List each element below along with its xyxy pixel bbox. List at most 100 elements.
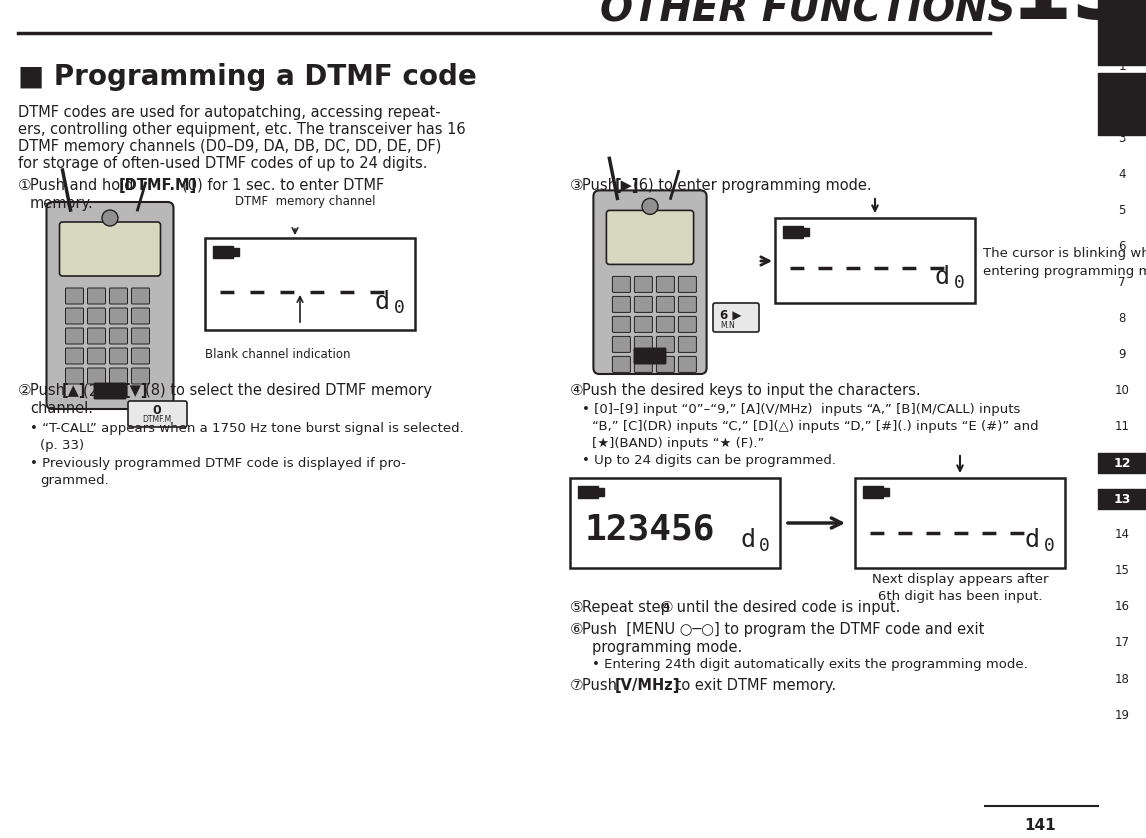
Text: ■ Programming a DTMF code: ■ Programming a DTMF code <box>18 63 477 91</box>
Text: 2: 2 <box>1118 96 1125 110</box>
Text: 141: 141 <box>1025 818 1055 833</box>
Bar <box>1098 0 1146 65</box>
Text: DTMF.M: DTMF.M <box>142 416 172 425</box>
Text: 11: 11 <box>1115 421 1130 433</box>
Bar <box>1098 489 1146 509</box>
FancyBboxPatch shape <box>110 288 127 304</box>
Text: 3: 3 <box>1118 132 1125 146</box>
FancyBboxPatch shape <box>606 210 693 265</box>
Text: entering programming mode.: entering programming mode. <box>983 265 1146 277</box>
Text: d: d <box>375 290 390 314</box>
Text: ④: ④ <box>570 383 583 398</box>
Text: 12: 12 <box>1113 457 1131 469</box>
Text: (0) for 1 sec. to enter DTMF: (0) for 1 sec. to enter DTMF <box>182 178 384 193</box>
Bar <box>783 226 803 238</box>
Text: ⑥: ⑥ <box>570 622 583 637</box>
FancyBboxPatch shape <box>128 401 187 427</box>
Text: 0: 0 <box>955 274 965 292</box>
Text: 6: 6 <box>1118 241 1125 254</box>
FancyBboxPatch shape <box>110 348 127 364</box>
FancyBboxPatch shape <box>612 356 630 372</box>
Text: 18: 18 <box>1115 673 1130 685</box>
Text: Push and hold: Push and hold <box>30 178 139 193</box>
Text: 15: 15 <box>1115 565 1130 577</box>
FancyBboxPatch shape <box>657 317 674 333</box>
Bar <box>578 486 598 498</box>
FancyBboxPatch shape <box>678 277 697 292</box>
Text: Push: Push <box>30 383 70 398</box>
Text: ⑤: ⑤ <box>570 600 583 615</box>
Text: ③: ③ <box>570 178 583 193</box>
Text: Blank channel indication: Blank channel indication <box>205 348 351 361</box>
Bar <box>205 238 415 330</box>
Text: until the desired code is input.: until the desired code is input. <box>672 600 901 615</box>
Text: Push  [MENU ○─○] to program the DTMF code and exit: Push [MENU ○─○] to program the DTMF code… <box>582 622 984 637</box>
Bar <box>598 488 604 496</box>
Text: d: d <box>1025 528 1041 552</box>
Bar <box>1098 453 1146 473</box>
FancyBboxPatch shape <box>678 336 697 353</box>
FancyBboxPatch shape <box>635 317 652 333</box>
Bar <box>1098 73 1146 135</box>
Text: (2) or: (2) or <box>83 383 128 398</box>
Text: 0: 0 <box>152 405 162 417</box>
FancyBboxPatch shape <box>594 190 707 374</box>
Text: channel.: channel. <box>30 401 93 416</box>
Text: 0: 0 <box>759 537 770 555</box>
FancyBboxPatch shape <box>678 356 697 372</box>
FancyBboxPatch shape <box>87 368 105 384</box>
FancyBboxPatch shape <box>132 288 149 304</box>
Text: • Up to 24 digits can be programmed.: • Up to 24 digits can be programmed. <box>582 454 835 467</box>
Text: to exit DTMF memory.: to exit DTMF memory. <box>672 678 837 693</box>
Bar <box>855 478 1065 568</box>
Text: 16: 16 <box>1115 601 1130 613</box>
Text: ers, controlling other equipment, etc. The transceiver has 16: ers, controlling other equipment, etc. T… <box>18 122 465 137</box>
Text: DTMF memory channels (D0–D9, DA, DB, DC, DD, DE, DF): DTMF memory channels (D0–D9, DA, DB, DC,… <box>18 139 441 154</box>
Bar <box>863 486 884 498</box>
FancyBboxPatch shape <box>612 317 630 333</box>
FancyBboxPatch shape <box>60 222 160 276</box>
FancyBboxPatch shape <box>612 297 630 313</box>
Text: grammed.: grammed. <box>40 474 109 487</box>
Bar <box>213 246 233 258</box>
Text: 5: 5 <box>1118 204 1125 218</box>
FancyBboxPatch shape <box>657 336 674 353</box>
Text: Push: Push <box>582 178 621 193</box>
Text: d: d <box>935 265 950 289</box>
FancyBboxPatch shape <box>713 303 759 332</box>
Text: 6th digit has been input.: 6th digit has been input. <box>878 590 1042 603</box>
Text: OTHER FUNCTIONS: OTHER FUNCTIONS <box>601 0 1015 30</box>
Text: 6 ▶: 6 ▶ <box>720 308 741 322</box>
Text: 19: 19 <box>1115 708 1130 722</box>
FancyBboxPatch shape <box>87 328 105 344</box>
FancyBboxPatch shape <box>132 348 149 364</box>
FancyBboxPatch shape <box>635 356 652 372</box>
FancyBboxPatch shape <box>612 277 630 292</box>
Text: Next display appears after: Next display appears after <box>872 573 1049 586</box>
FancyBboxPatch shape <box>657 297 674 313</box>
FancyBboxPatch shape <box>110 308 127 324</box>
Text: [▲]: [▲] <box>62 383 86 398</box>
Text: (6) to enter programming mode.: (6) to enter programming mode. <box>633 178 872 193</box>
FancyBboxPatch shape <box>132 308 149 324</box>
Text: The cursor is blinking when: The cursor is blinking when <box>983 246 1146 260</box>
Circle shape <box>102 210 118 226</box>
FancyBboxPatch shape <box>634 348 666 364</box>
FancyBboxPatch shape <box>635 336 652 353</box>
Text: 123456: 123456 <box>584 513 715 547</box>
FancyBboxPatch shape <box>65 368 84 384</box>
Text: ⑦: ⑦ <box>570 678 583 693</box>
Text: 17: 17 <box>1115 637 1130 649</box>
FancyBboxPatch shape <box>65 288 84 304</box>
Text: “B,” [C](DR) inputs “C,” [D](△) inputs “D,” [#](.) inputs “E (#)” and: “B,” [C](DR) inputs “C,” [D](△) inputs “… <box>592 420 1038 433</box>
Text: • Entering 24th digit automatically exits the programming mode.: • Entering 24th digit automatically exit… <box>592 658 1028 671</box>
Text: Push the desired keys to input the characters.: Push the desired keys to input the chara… <box>582 383 920 398</box>
Text: • Previously programmed DTMF code is displayed if pro-: • Previously programmed DTMF code is dis… <box>30 457 406 470</box>
Text: 10: 10 <box>1115 385 1130 397</box>
Text: [▼]: [▼] <box>124 383 149 398</box>
Text: ②: ② <box>18 383 32 398</box>
Text: ①: ① <box>18 178 32 193</box>
Text: [▶]: [▶] <box>615 178 639 193</box>
FancyBboxPatch shape <box>110 328 127 344</box>
Bar <box>775 218 975 303</box>
